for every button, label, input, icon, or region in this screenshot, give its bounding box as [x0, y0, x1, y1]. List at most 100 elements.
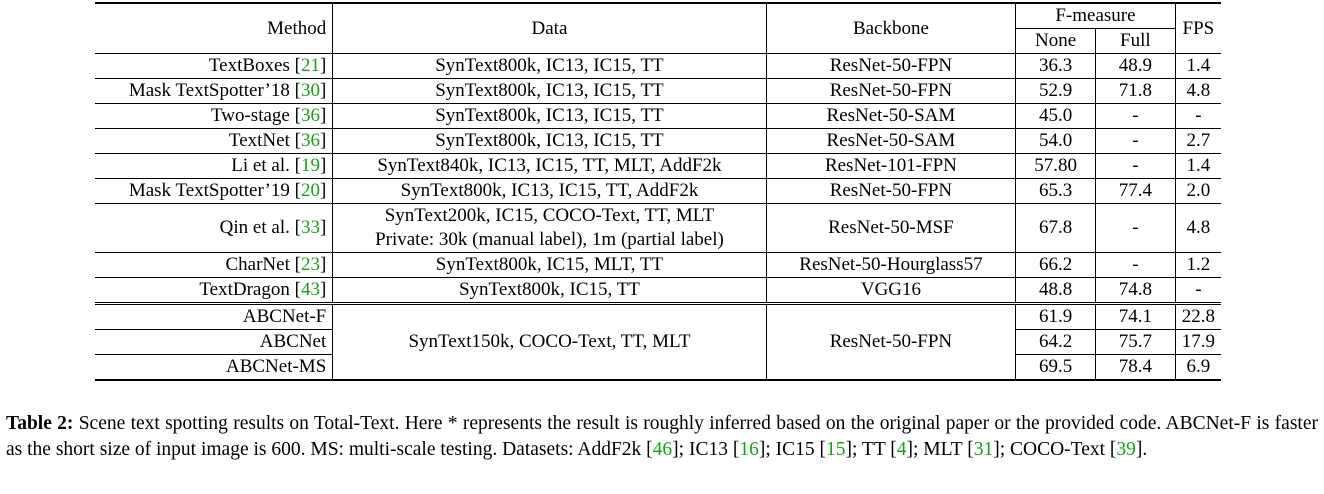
- fmeasure-full-cell: 48.9: [1095, 53, 1176, 79]
- fps-cell: 17.9: [1181, 331, 1215, 352]
- citation-link[interactable]: 46: [652, 439, 673, 460]
- fps-cell: -: [1195, 279, 1202, 300]
- fmeasure-none-cell: 64.2: [1015, 329, 1096, 355]
- method-cell: CharNet [23]: [95, 252, 334, 278]
- backbone-cell: ResNet-50-FPN: [766, 78, 1017, 104]
- method-name: Li et al.: [231, 155, 295, 176]
- fps-cell: 1.4: [1186, 155, 1211, 176]
- data-line-2: Private: 30k (manual label), 1m (partial…: [375, 229, 724, 250]
- citation-link[interactable]: 31: [973, 439, 994, 460]
- method-name: CharNet: [225, 254, 295, 275]
- method-name: TextNet: [228, 130, 295, 151]
- fmeasure-full-cell: 71.8: [1095, 78, 1176, 104]
- caption-text: ]; MLT [: [906, 439, 974, 460]
- fmeasure-full-cell: 74.1: [1095, 302, 1176, 330]
- header-full: Full: [1095, 28, 1176, 54]
- table-row: TextDragon [43] SynText800k, IC15, TT VG…: [95, 277, 1221, 304]
- method-cell: Li et al. [19]: [95, 153, 334, 179]
- citation-link[interactable]: 20: [300, 180, 320, 201]
- fmeasure-none-cell: 61.9: [1015, 302, 1096, 330]
- backbone-cell: ResNet-50-SAM: [766, 128, 1017, 154]
- citation-link[interactable]: 33: [300, 217, 320, 238]
- fmeasure-none-cell: 66.2: [1015, 252, 1096, 278]
- citation-link[interactable]: 36: [300, 105, 320, 126]
- backbone-cell: ResNet-50-Hourglass57: [766, 252, 1017, 278]
- citation-link[interactable]: 36: [300, 130, 320, 151]
- backbone-cell: ResNet-50-FPN: [766, 302, 1017, 381]
- fmeasure-full-cell: 75.7: [1095, 329, 1176, 355]
- method-cell: ABCNet: [95, 329, 334, 355]
- method-name: TextDragon: [199, 279, 295, 300]
- fmeasure-full-cell: 77.4: [1095, 178, 1176, 204]
- fps-cell: 4.8: [1186, 217, 1211, 238]
- data-cell: SynText150k, COCO-Text, TT, MLT: [332, 302, 767, 381]
- table-row: TextBoxes [21] SynText800k, IC13, IC15, …: [95, 53, 1221, 79]
- citation-link[interactable]: 19: [300, 155, 320, 176]
- method-name: Qin et al.: [219, 217, 295, 238]
- citation-link[interactable]: 4: [896, 439, 907, 460]
- data-cell: SynText200k, IC15, COCO-Text, TT, MLT Pri…: [332, 203, 767, 253]
- citation-link[interactable]: 23: [300, 254, 320, 275]
- method-cell: ABCNet-MS: [95, 354, 334, 381]
- caption-text: ]; IC15 [: [758, 439, 826, 460]
- fps-cell: 1.2: [1186, 254, 1211, 275]
- fmeasure-none-cell: 36.3: [1015, 53, 1096, 79]
- backbone-cell: VGG16: [766, 277, 1017, 304]
- method-cell: Two-stage [36]: [95, 103, 334, 129]
- method-cell: TextBoxes [21]: [95, 53, 334, 79]
- caption-text: ]; IC13 [: [672, 439, 740, 460]
- fps-cell: 22.8: [1175, 302, 1221, 330]
- citation-link[interactable]: 30: [300, 80, 320, 101]
- table-row: Li et al. [19] SynText840k, IC13, IC15, …: [95, 153, 1221, 179]
- data-cell: SynText800k, IC13, IC15, TT: [332, 103, 767, 129]
- method-cell: Qin et al. [33]: [95, 203, 334, 253]
- citation-link[interactable]: 21: [300, 55, 320, 76]
- citation-link[interactable]: 15: [825, 439, 846, 460]
- table-caption: Table 2: Scene text spotting results on …: [6, 411, 1318, 463]
- data-cell: SynText800k, IC15, MLT, TT: [332, 252, 767, 278]
- data-cell: SynText800k, IC13, IC15, TT, AddF2k: [332, 178, 767, 204]
- data-cell: SynText800k, IC15, TT: [332, 277, 767, 304]
- fmeasure-full-cell: 74.8: [1095, 277, 1176, 304]
- header-fmeasure: F-measure: [1015, 3, 1176, 29]
- fmeasure-full-cell: -: [1095, 128, 1176, 154]
- header-fps: FPS: [1175, 3, 1221, 54]
- header-row-2: None Full: [95, 28, 1221, 54]
- method-cell: ABCNet-F: [95, 302, 334, 330]
- method-name: Two-stage: [210, 105, 295, 126]
- table-row: Mask TextSpotter’18 [30] SynText800k, IC…: [95, 78, 1221, 104]
- fmeasure-none-cell: 67.8: [1015, 203, 1096, 253]
- caption-text: ]; COCO-Text [: [993, 439, 1117, 460]
- backbone-cell: ResNet-50-FPN: [766, 53, 1017, 79]
- header-none: None: [1015, 28, 1096, 54]
- fmeasure-none-cell: 57.80: [1015, 153, 1096, 179]
- fmeasure-full-cell: -: [1095, 103, 1176, 129]
- method-cell: TextNet [36]: [95, 128, 334, 154]
- header-data: Data: [332, 3, 767, 54]
- citation-link[interactable]: 16: [739, 439, 759, 460]
- fps-cell: 2.0: [1186, 180, 1211, 201]
- fmeasure-none-cell: 69.5: [1015, 354, 1096, 381]
- fmeasure-none-cell: 54.0: [1015, 128, 1096, 154]
- table-row-ours: ABCNet-MS 69.5 78.4 6.9: [95, 354, 1221, 381]
- backbone-cell: ResNet-50-FPN: [766, 178, 1017, 204]
- method-cell: TextDragon [43]: [95, 277, 334, 304]
- method-cell: Mask TextSpotter’19 [20]: [95, 178, 334, 204]
- data-cell: SynText800k, IC13, IC15, TT: [332, 128, 767, 154]
- header-method: Method: [95, 3, 334, 54]
- table-row: Two-stage [36] SynText800k, IC13, IC15, …: [95, 103, 1221, 129]
- table-row: Qin et al. [33] SynText200k, IC15, COCO-…: [95, 203, 1221, 253]
- fps-cell: 4.8: [1186, 80, 1211, 101]
- results-table: Method Data Backbone F-measure FPS None …: [95, 2, 1221, 381]
- backbone-cell: ResNet-50-MSF: [766, 203, 1017, 253]
- fps-cell: 1.4: [1186, 55, 1211, 76]
- data-line-1: SynText200k, IC15, COCO-Text, TT, MLT: [384, 205, 715, 226]
- header-row-1: Method Data Backbone F-measure FPS: [95, 3, 1221, 54]
- data-cell: SynText800k, IC13, IC15, TT: [332, 78, 767, 104]
- backbone-cell: ResNet-101-FPN: [766, 153, 1017, 179]
- backbone-cell: ResNet-50-SAM: [766, 103, 1017, 129]
- citation-link[interactable]: 39: [1116, 439, 1136, 460]
- citation-link[interactable]: 43: [300, 279, 320, 300]
- caption-text: Scene text spotting results on Total-Tex…: [6, 413, 1318, 460]
